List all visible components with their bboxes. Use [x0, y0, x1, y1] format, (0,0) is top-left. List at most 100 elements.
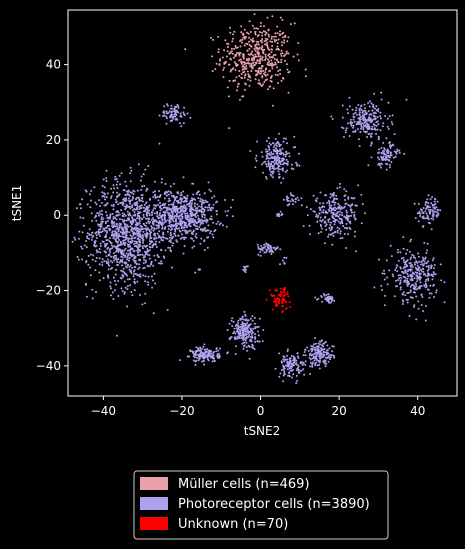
scatter-point: [256, 326, 259, 329]
scatter-point: [252, 347, 255, 350]
scatter-point: [322, 211, 325, 214]
scatter-point: [144, 253, 147, 256]
scatter-point: [167, 246, 170, 249]
scatter-point: [203, 348, 206, 351]
scatter-point: [274, 40, 276, 43]
scatter-point: [267, 33, 270, 36]
scatter-point: [286, 199, 289, 202]
scatter-point: [314, 199, 317, 202]
scatter-point: [314, 352, 316, 355]
scatter-point: [134, 259, 137, 262]
scatter-point: [329, 297, 332, 300]
x-tick-label: 40: [410, 404, 425, 418]
scatter-point: [138, 263, 141, 266]
scatter-point: [229, 70, 232, 73]
scatter-point: [172, 225, 175, 228]
scatter-point: [175, 105, 178, 108]
scatter-point: [121, 218, 124, 221]
scatter-point: [163, 221, 166, 224]
scatter-point: [184, 222, 187, 225]
scatter-point: [328, 204, 331, 207]
scatter-point: [294, 358, 297, 361]
scatter-point: [270, 51, 273, 54]
scatter-point: [258, 340, 261, 343]
scatter-point: [180, 233, 183, 236]
scatter-point: [278, 215, 281, 218]
scatter-point: [116, 334, 118, 337]
scatter-point: [127, 240, 130, 243]
scatter-point: [229, 336, 232, 339]
scatter-point: [182, 211, 185, 214]
scatter-point: [122, 220, 125, 223]
scatter-point: [375, 124, 378, 127]
scatter-point: [129, 172, 132, 175]
scatter-point: [413, 305, 415, 308]
scatter-point: [163, 236, 165, 239]
scatter-point: [180, 214, 183, 217]
scatter-point: [164, 183, 167, 185]
scatter-point: [181, 209, 184, 212]
scatter-point: [272, 142, 275, 145]
plot-frame: [67, 9, 458, 397]
scatter-point: [433, 207, 436, 210]
scatter-point: [129, 200, 132, 203]
scatter-point: [264, 33, 267, 36]
scatter-point: [409, 250, 411, 253]
scatter-point: [255, 73, 258, 76]
scatter-point: [196, 356, 198, 359]
scatter-point: [270, 153, 273, 156]
scatter-point: [295, 369, 298, 372]
scatter-point: [152, 312, 155, 315]
scatter-point: [132, 214, 135, 217]
scatter-point: [272, 160, 275, 163]
scatter-point: [126, 255, 129, 258]
scatter-point: [295, 374, 298, 377]
scatter-point: [112, 276, 115, 279]
scatter-point: [145, 211, 148, 214]
scatter-point: [232, 79, 235, 82]
scatter-point: [322, 353, 325, 356]
scatter-point: [272, 251, 275, 254]
scatter-point: [203, 216, 206, 219]
scatter-point: [123, 291, 126, 294]
scatter-point: [328, 295, 331, 298]
scatter-point: [267, 157, 270, 160]
scatter-point: [169, 231, 172, 234]
scatter-point: [395, 152, 398, 155]
scatter-point: [203, 192, 206, 195]
scatter-point: [330, 299, 333, 302]
scatter-point: [129, 221, 132, 224]
scatter-point: [109, 248, 112, 250]
scatter-point: [118, 226, 121, 229]
scatter-point: [139, 216, 142, 219]
scatter-point: [149, 240, 151, 243]
scatter-point: [185, 232, 188, 235]
scatter-point: [225, 60, 227, 63]
scatter-point: [134, 223, 137, 226]
scatter-point: [98, 199, 101, 202]
scatter-point: [319, 216, 322, 219]
scatter-point: [286, 68, 289, 71]
scatter-point: [323, 361, 326, 364]
scatter-point: [89, 266, 92, 269]
scatter-point: [123, 197, 126, 200]
scatter-point: [158, 224, 160, 227]
scatter-point: [261, 38, 264, 40]
scatter-point: [212, 221, 215, 224]
scatter-point: [242, 318, 245, 321]
scatter-point: [202, 345, 205, 348]
scatter-point: [332, 345, 335, 348]
scatter-point: [131, 226, 134, 229]
scatter-point: [197, 214, 199, 217]
scatter-point: [289, 23, 292, 26]
scatter-point: [142, 227, 145, 230]
scatter-point: [324, 225, 327, 227]
scatter-point: [199, 220, 201, 223]
scatter-point: [196, 207, 199, 210]
scatter-point: [198, 193, 201, 196]
scatter-point: [130, 216, 133, 219]
scatter-point: [397, 248, 400, 251]
scatter-point: [404, 294, 407, 297]
scatter-point: [388, 159, 390, 162]
scatter-point: [117, 258, 120, 261]
